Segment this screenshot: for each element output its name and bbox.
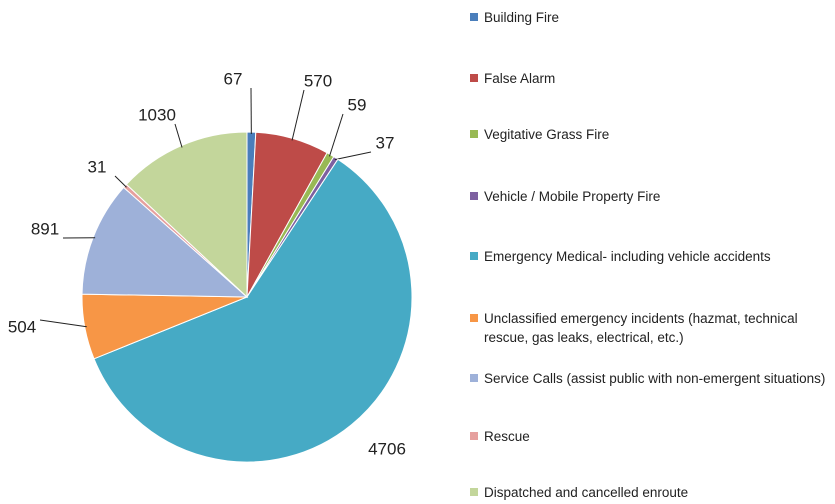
legend-label: Vegitative Grass Fire xyxy=(484,127,610,142)
data-label: 1030 xyxy=(138,105,176,124)
legend-swatch xyxy=(470,192,478,200)
legend-label: Building Fire xyxy=(484,10,560,25)
data-label: 31 xyxy=(88,157,107,176)
legend-item: Dispatched and cancelled enroute xyxy=(470,483,830,502)
legend-item: Vegitative Grass Fire xyxy=(470,125,830,144)
legend-item: Rescue xyxy=(470,427,830,446)
legend-swatch xyxy=(470,13,478,21)
leader-line xyxy=(328,113,344,157)
pie-slice xyxy=(81,186,249,298)
legend-swatch xyxy=(470,374,478,382)
pie-slice xyxy=(93,158,413,463)
data-label: 504 xyxy=(8,317,36,336)
data-label: 570 xyxy=(304,71,332,90)
legend-item: Unclassified emergency incidents (hazmat… xyxy=(470,309,830,347)
legend-label: Rescue xyxy=(484,429,530,444)
data-label: 67 xyxy=(224,69,243,88)
data-label: 59 xyxy=(348,95,367,114)
legend-label: Unclassified emergency incidents (hazmat… xyxy=(484,311,798,345)
legend-label: Emergency Medical- including vehicle acc… xyxy=(484,249,771,264)
legend-swatch xyxy=(470,488,478,496)
leader-line xyxy=(114,175,127,188)
data-label: 891 xyxy=(31,219,59,238)
legend-swatch xyxy=(470,74,478,82)
leader-line xyxy=(334,151,372,161)
legend-label: Vehicle / Mobile Property Fire xyxy=(484,189,661,204)
data-label: 37 xyxy=(376,133,395,152)
leader-line xyxy=(39,319,87,328)
legend-item: False Alarm xyxy=(470,69,830,88)
legend-label: False Alarm xyxy=(484,71,556,86)
legend-item: Building Fire xyxy=(470,8,830,27)
legend-item: Vehicle / Mobile Property Fire xyxy=(470,187,830,206)
legend-swatch xyxy=(470,432,478,440)
legend-label: Dispatched and cancelled enroute xyxy=(484,485,689,500)
legend-swatch xyxy=(470,130,478,138)
legend-swatch xyxy=(470,252,478,260)
leader-line xyxy=(174,123,183,148)
legend-item: Emergency Medical- including vehicle acc… xyxy=(470,247,830,266)
legend-item: Service Calls (assist public with non-em… xyxy=(470,369,830,388)
legend-swatch xyxy=(470,314,478,322)
leader-line xyxy=(291,89,305,141)
data-label: 4706 xyxy=(368,439,406,458)
legend-label: Service Calls (assist public with non-em… xyxy=(484,371,826,386)
